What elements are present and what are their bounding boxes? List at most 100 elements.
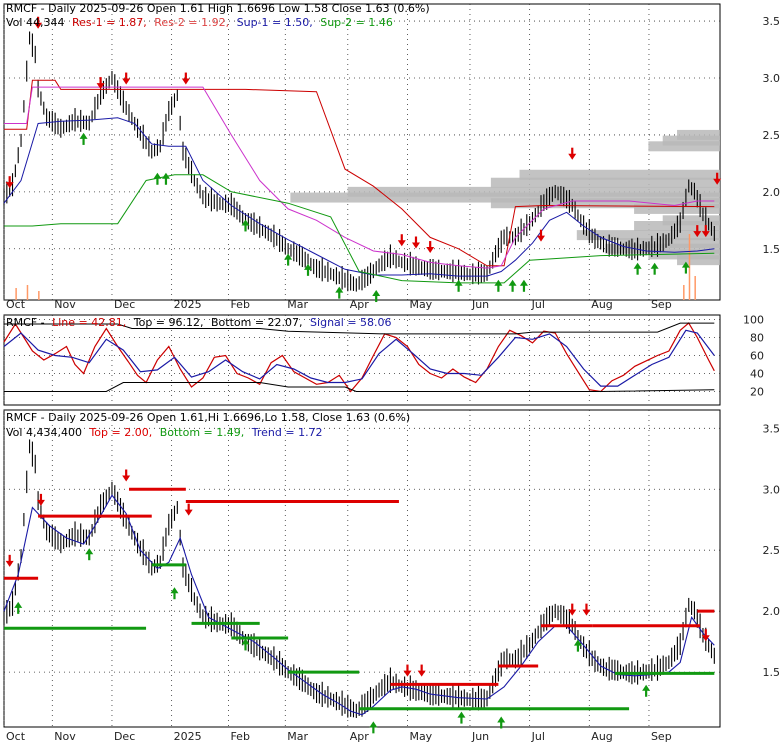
sell-arrow-head xyxy=(537,235,545,242)
buy-arrow-head xyxy=(508,279,517,286)
buy-arrow-head xyxy=(170,587,179,594)
panel1-y-tick: 2.5 xyxy=(763,129,780,142)
x-tick-label: Sep xyxy=(651,730,672,743)
sell-arrow-head xyxy=(411,242,420,249)
panel2-y-tick: 80 xyxy=(750,332,764,345)
x-tick-label: Aug xyxy=(591,298,612,311)
x-tick-label: Mar xyxy=(287,730,308,743)
volume-by-price-bar xyxy=(290,192,720,203)
panel3-y-tick: 3.0 xyxy=(763,483,780,496)
panel1-res2: Res-2 = 1.92, xyxy=(154,16,229,29)
sell-arrow-head xyxy=(568,153,577,160)
panel3-frame xyxy=(3,409,721,728)
panel3-title: RMCF - Daily 2025-09-26 Open 1.61,Hi 1.6… xyxy=(6,411,410,424)
buy-arrow-head xyxy=(85,548,94,555)
sell-arrow-head xyxy=(701,231,710,238)
sell-arrow-head xyxy=(693,231,702,238)
sell-arrow-head xyxy=(713,178,722,185)
stoch-line xyxy=(3,322,715,393)
buy-arrow-head xyxy=(642,684,651,691)
volume-by-price-bar xyxy=(677,129,720,140)
buy-arrow-head xyxy=(284,253,293,260)
buy-arrow-head xyxy=(497,716,506,723)
x-tick-label: Feb xyxy=(230,298,249,311)
x-tick-label: Jul xyxy=(531,730,545,743)
buy-arrow-head xyxy=(335,286,344,293)
stoch-top xyxy=(4,322,715,335)
panel2-frame xyxy=(3,314,721,406)
buy-arrow-head xyxy=(304,263,313,270)
panel1-sup2: Sup-2 = 1.46 xyxy=(320,16,393,29)
x-tick-label: 2025 xyxy=(174,730,202,743)
volume-bar xyxy=(38,291,40,300)
panel3-y-tick: 2.5 xyxy=(763,544,780,557)
panel1-vol: Vol 44,344 xyxy=(6,16,64,29)
x-tick-label: Apr xyxy=(350,730,370,743)
buy-arrow-head xyxy=(241,638,250,645)
panel3-top: Top = 2.00, xyxy=(88,426,152,439)
buy-arrow-head xyxy=(457,711,466,718)
panel2-bottom: Bottom = 22.07, xyxy=(211,316,303,329)
x-tick-label: Oct xyxy=(6,298,26,311)
panel1-title: RMCF - Daily 2025-09-26 Open 1.61 High 1… xyxy=(6,2,430,15)
stoch-bottom xyxy=(4,382,715,392)
volume-by-price-bar xyxy=(648,141,720,152)
panel1-legend: Vol 44,344 Res-1 = 1.87, Res-2 = 1.92, S… xyxy=(6,16,393,29)
sell-arrow-head xyxy=(34,22,43,29)
x-tick-label: Apr xyxy=(350,298,370,311)
panel2-line: Line = 42.81, xyxy=(52,316,126,329)
volume-bar xyxy=(15,288,17,300)
buy-arrow-head xyxy=(79,132,88,139)
x-tick-label: Nov xyxy=(54,730,76,743)
sell-arrow-head xyxy=(5,182,14,189)
buy-arrow-head xyxy=(241,219,250,226)
x-tick-label: Aug xyxy=(591,730,612,743)
panel3-vol: Vol 4,434,400 xyxy=(6,426,82,439)
x-tick-label: Dec xyxy=(114,298,135,311)
buy-arrow-head xyxy=(650,262,659,269)
buy-arrow-head xyxy=(14,601,23,608)
volume-by-price-bar xyxy=(490,177,720,188)
line-sup-2 xyxy=(4,174,715,284)
sell-arrow-head xyxy=(122,475,131,482)
sell-arrow-head xyxy=(184,509,193,516)
sell-arrow-head xyxy=(582,609,591,616)
panel1-frame xyxy=(3,3,721,301)
buy-arrow-head xyxy=(633,262,642,269)
panel1-y-tick: 3.0 xyxy=(763,72,780,85)
sell-arrow-head xyxy=(403,670,412,677)
panel3-y-tick: 2.0 xyxy=(763,605,780,618)
panel3-bottom: Bottom = 1.49, xyxy=(160,426,245,439)
buy-arrow-head xyxy=(454,279,463,286)
sell-arrow-head xyxy=(122,78,131,85)
volume-bar xyxy=(26,285,29,300)
x-tick-label: Mar xyxy=(287,298,308,311)
panel2-y-tick: 100 xyxy=(743,314,764,327)
panel3-y-tick: 1.5 xyxy=(763,666,780,679)
x-tick-label: Jun xyxy=(471,298,489,311)
x-tick-label: Jul xyxy=(531,298,545,311)
volume-by-price-bar xyxy=(648,249,720,260)
volume-by-price-bar xyxy=(677,255,720,266)
panel3-legend: Vol 4,434,400 Top = 2.00, Bottom = 1.49,… xyxy=(6,426,323,439)
x-tick-label: Feb xyxy=(230,730,249,743)
trend-line xyxy=(3,494,715,716)
x-tick-label: Sep xyxy=(651,298,672,311)
panel2-y-tick: 40 xyxy=(750,368,764,381)
buy-arrow-head xyxy=(369,721,378,728)
sell-arrow-head xyxy=(96,83,105,90)
stoch-signal xyxy=(3,329,715,387)
volume-bar xyxy=(683,285,685,300)
panel3-y-tick: 3.5 xyxy=(763,422,780,435)
volume-by-price-bar xyxy=(619,238,720,249)
volume-by-price-bar xyxy=(576,230,720,241)
panel2-y-tick: 20 xyxy=(750,386,764,399)
buy-arrow-head xyxy=(681,261,690,268)
panel3-trend: Trend = 1.72 xyxy=(251,426,323,439)
buy-arrow-head xyxy=(372,290,381,297)
x-tick-label: Jun xyxy=(471,730,489,743)
sell-arrow-head xyxy=(397,240,406,247)
x-tick-label: Oct xyxy=(6,730,26,743)
